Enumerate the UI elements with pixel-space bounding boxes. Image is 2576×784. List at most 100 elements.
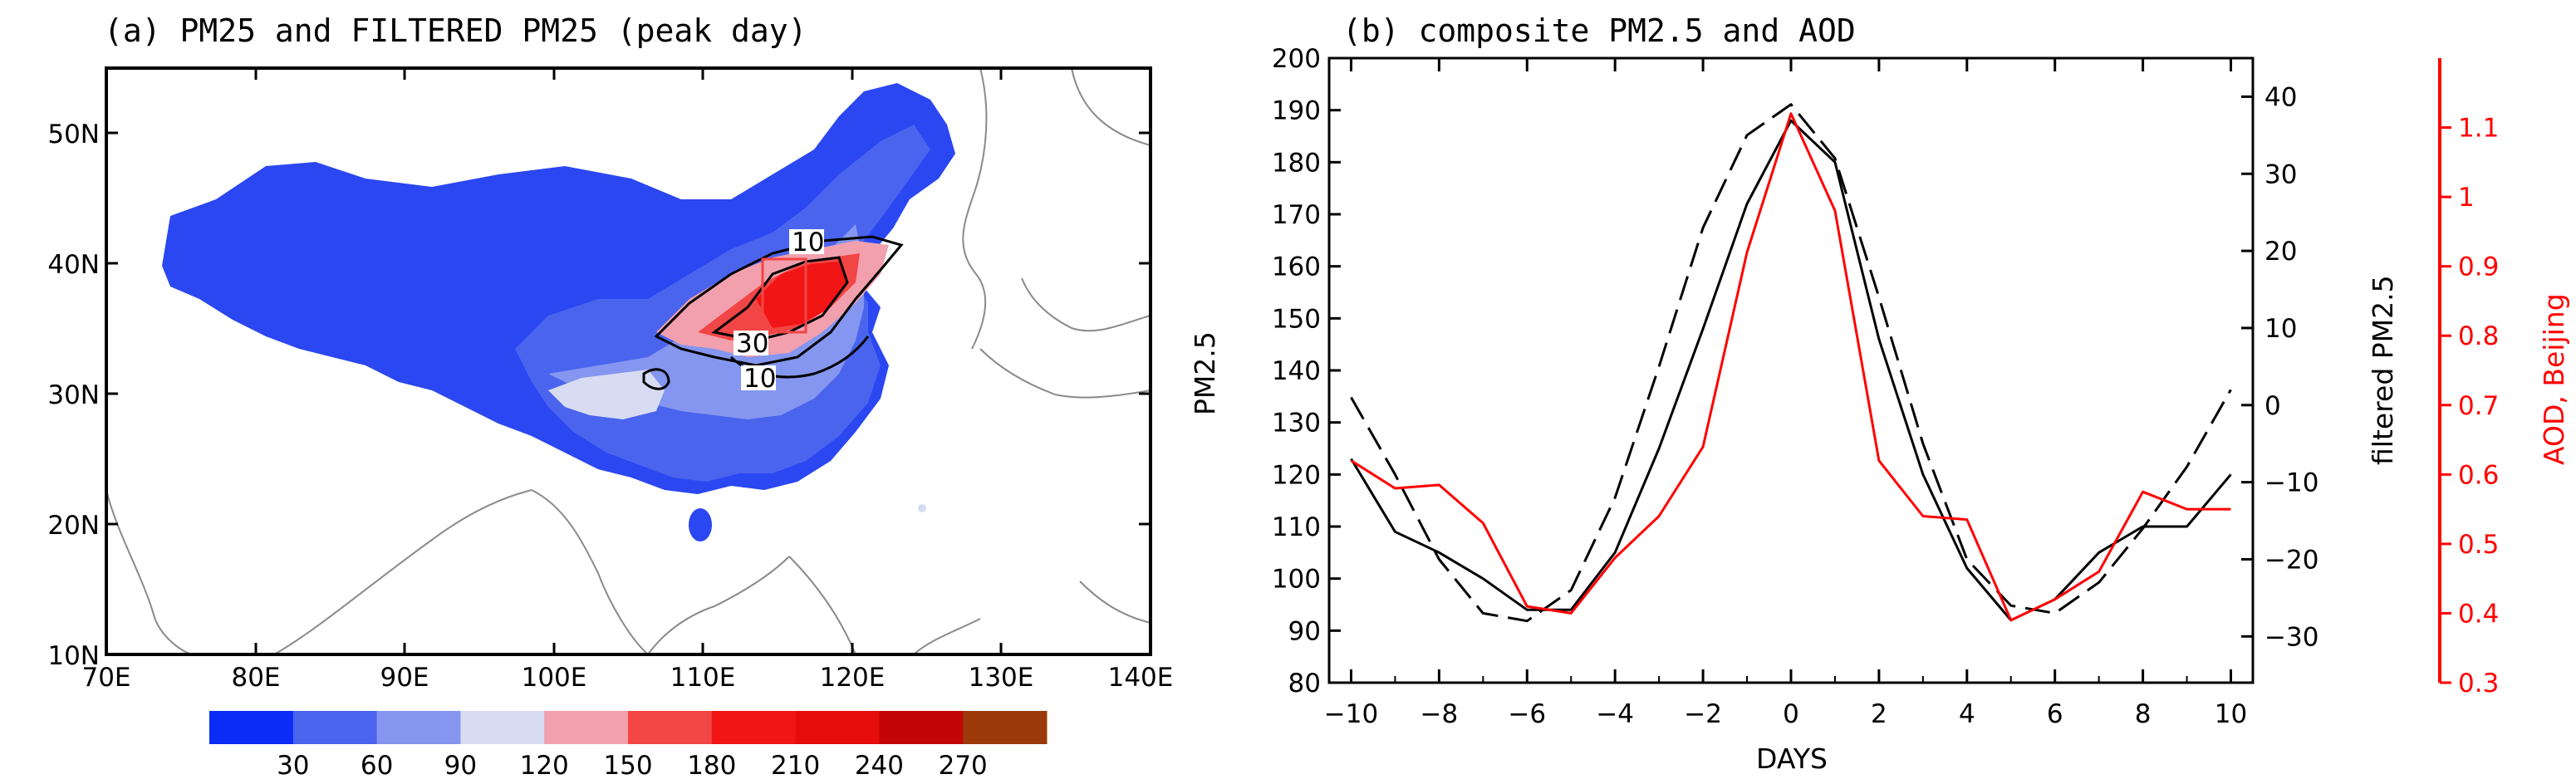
contour-label-30: 30 [736,329,768,359]
x-tick-label: −4 [1596,699,1634,729]
colorbar-label: 240 [855,751,904,781]
lat-label: 20N [47,511,100,541]
series-group [1350,103,2232,623]
series-line-2 [1350,103,2232,623]
colorbar-label: 90 [444,751,477,781]
y2-tick-label: −30 [2264,622,2318,652]
y-tick-label: 150 [1272,304,1321,334]
y2-tick-label: −20 [2264,545,2318,575]
y-tick-label: 190 [1272,96,1321,126]
lat-ticks [106,131,1151,656]
y2-tick-label: 30 [2264,159,2297,189]
y-axis-right: −30 −20 −10 0 10 20 30 40 [2241,82,2318,652]
y2-tick-label: −10 [2264,468,2318,498]
y-tick-label: 90 [1288,616,1321,646]
contour-label-10-top: 10 [792,228,824,257]
lon-label: 80E [231,663,280,693]
x-tick-label: 8 [2135,699,2152,729]
panel-a-title: (a) PM25 and FILTERED PM25 (peak day) [104,12,807,49]
y3-tick-label: 0.3 [2458,669,2499,698]
colorbar-label: 120 [520,751,569,781]
y2-tick-label: 40 [2264,82,2297,112]
y3-tick-label: 0.4 [2458,599,2499,629]
colorbar-labels: 30 60 90 120 150 180 210 240 270 [277,751,988,781]
colorbar-swatch [544,711,629,744]
y3-tick-label: 1 [2458,183,2475,213]
lat-label: 10N [47,641,100,671]
y3-tick-label: 0.9 [2458,252,2499,282]
x-axis-title: DAYS [1756,742,1828,775]
taiwan [689,508,712,541]
x-tick-label: −10 [1324,699,1378,729]
x-tick-label: 10 [2215,699,2247,729]
y2-axis-title: filtered PM2.5 [2367,275,2399,465]
y3-tick-label: 0.8 [2458,321,2499,351]
colorbar-swatch [879,711,964,744]
y2-tick-label: 10 [2264,314,2297,344]
lon-label: 70E [81,663,130,693]
y-tick-label: 80 [1288,669,1321,698]
y-tick-label: 100 [1272,565,1321,595]
lon-ticks [254,68,1003,654]
lat-label: 50N [47,120,100,149]
y-tick-label: 110 [1272,512,1321,542]
region-deep-red [756,262,847,328]
panel-b-title: (b) composite PM2.5 and AOD [1342,12,1856,49]
y-tick-label: 140 [1272,356,1321,386]
lat-label: 30N [47,380,100,410]
lon-label: 130E [969,663,1034,693]
panel-a: (a) PM25 and FILTERED PM25 (peak day) [47,12,1173,781]
beijing-box [761,257,807,334]
coastlines [106,68,1151,654]
series-line-1 [1350,119,2232,622]
y-axis-left: 80 90 100 110 120 130 140 150 160 170 180 190 200 [1272,44,1341,698]
colorbar-label: 30 [277,751,309,781]
contour-label-10-bottom: 10 [743,364,776,394]
x-tick-label: −6 [1508,699,1546,729]
y3-tick-label: 1.1 [2458,114,2499,144]
colorbar-swatch [711,711,797,744]
colorbar [209,711,1048,744]
contour-10-north [654,235,904,367]
colorbar-label: 60 [361,751,393,781]
contour-30 [711,256,849,342]
y2-tick-label: 0 [2264,391,2281,421]
colorbar-swatch [628,711,713,744]
x-tick-label: 0 [1783,699,1799,729]
y3-tick-label: 0.6 [2458,460,2499,490]
colorbar-swatch [963,711,1048,744]
x-tick-label: 2 [1871,699,1887,729]
panel-b: (b) composite PM2.5 and AOD −10 −8 −6 −4 −2 0… [1189,12,2570,775]
contour-small [642,368,670,390]
plot-frame [1327,56,2255,684]
x-tick-label: −2 [1684,699,1722,729]
lon-label: 90E [380,663,429,693]
pm25-field [162,83,955,541]
y-tick-label: 200 [1272,44,1321,74]
x-tick-label: 4 [1959,699,1975,729]
map-frame [105,66,1152,656]
region-pale [548,370,665,419]
colorbar-swatch [795,711,880,744]
series-line-3 [1350,112,2231,622]
lon-label: 120E [820,663,886,693]
y-tick-label: 160 [1272,252,1321,282]
colorbar-swatch [460,711,545,744]
contour-labels: 10 30 10 [734,228,824,394]
colorbar-swatch [209,711,294,744]
y2-tick-label: 20 [2264,237,2297,267]
colorbar-label: 150 [603,751,652,781]
x-tick-label: −8 [1420,699,1459,729]
y3-tick-label: 0.7 [2458,391,2499,421]
x-axis: −10 −8 −6 −4 −2 0 2 4 6 8 10 [1324,58,2247,729]
y3-tick-label: 0.5 [2458,530,2499,560]
hainan [918,504,926,512]
x-tick-label: 6 [2047,699,2063,729]
y-axis-title: PM2.5 [1189,331,1221,415]
lat-labels: 10N 20N 30N 40N 50N [47,120,100,671]
y-axis-far-right: 0.3 0.4 0.5 0.6 0.7 0.8 0.9 1 1.1 [2438,58,2499,698]
colorbar-label: 270 [939,751,988,781]
lon-label: 140E [1108,663,1174,693]
colorbar-swatch [292,711,378,744]
